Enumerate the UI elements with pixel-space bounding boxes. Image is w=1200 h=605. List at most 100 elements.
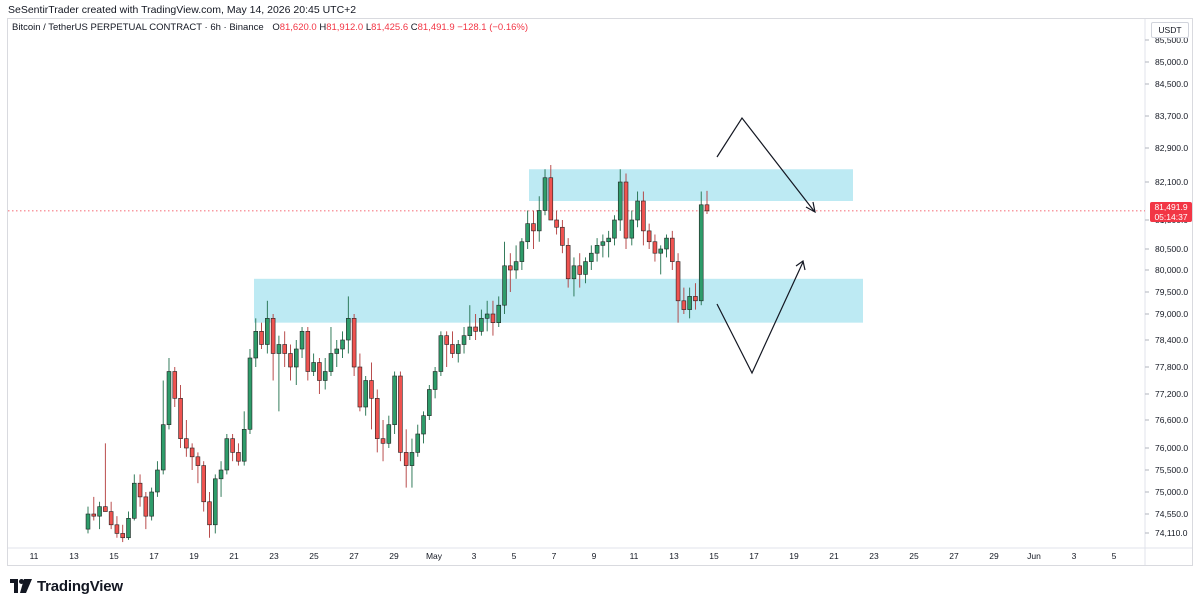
candle-body xyxy=(589,252,594,262)
candle-body xyxy=(184,438,189,449)
candle xyxy=(357,353,363,412)
candle-body xyxy=(467,326,473,336)
candle xyxy=(623,173,629,249)
candle-body xyxy=(374,398,380,439)
candle-body xyxy=(282,344,287,354)
candle-body xyxy=(687,296,692,310)
candle xyxy=(629,210,635,246)
candle xyxy=(450,331,455,358)
y-tick-label: 80,000.0 xyxy=(1155,265,1188,275)
candle xyxy=(681,287,687,314)
x-tick-label: 25 xyxy=(909,551,919,561)
candle-body xyxy=(554,219,559,228)
x-tick-label: 5 xyxy=(512,551,517,561)
candle-body xyxy=(560,226,565,246)
candle-body xyxy=(490,313,496,323)
candle xyxy=(207,492,212,538)
candle-body xyxy=(236,452,241,462)
candle-body xyxy=(224,438,230,471)
candle xyxy=(132,474,137,521)
candle xyxy=(617,169,623,231)
candle xyxy=(583,257,588,284)
support-zone xyxy=(254,278,863,323)
candle xyxy=(265,300,270,354)
candle xyxy=(120,524,125,543)
candle-body xyxy=(103,506,108,512)
candle-body xyxy=(508,265,513,271)
candle-body xyxy=(299,331,305,350)
candle xyxy=(536,196,542,242)
x-tick-label: 7 xyxy=(552,551,557,561)
candle xyxy=(91,496,97,521)
y-tick-label: 76,000.0 xyxy=(1155,443,1188,453)
candle-body xyxy=(334,348,340,354)
candle-body xyxy=(253,331,259,359)
candle-body xyxy=(432,371,438,390)
candle xyxy=(346,296,351,354)
candle xyxy=(305,327,311,381)
candle-body xyxy=(218,469,224,480)
candle-body xyxy=(392,375,397,425)
candle-body xyxy=(137,482,143,498)
x-tick-label: 21 xyxy=(229,551,239,561)
x-tick-label: 21 xyxy=(829,551,839,561)
candle-body xyxy=(160,424,166,471)
candle-body xyxy=(108,511,114,526)
candle-body xyxy=(519,241,525,262)
candle-body xyxy=(479,318,484,332)
candle xyxy=(589,245,594,270)
y-tick-label: 79,500.0 xyxy=(1155,287,1188,297)
candle-body xyxy=(276,344,282,354)
candle-body xyxy=(97,506,102,517)
bar-countdown: 05:14:37 xyxy=(1154,212,1188,222)
candle-body xyxy=(213,478,218,526)
x-tick-label: 15 xyxy=(709,551,719,561)
candle-body xyxy=(328,353,334,372)
change-value: −128.1 (−0.16%) xyxy=(457,22,529,33)
candle-body xyxy=(704,204,710,212)
candle-body xyxy=(473,326,478,332)
candle-body xyxy=(438,335,444,372)
candle-body xyxy=(536,210,542,232)
tradingview-logo[interactable]: TradingView xyxy=(10,576,123,596)
candle-body xyxy=(132,482,137,519)
candle-body xyxy=(646,230,652,243)
candle xyxy=(687,287,692,319)
y-tick-label: 85,500.0 xyxy=(1155,35,1188,45)
candle xyxy=(195,452,201,484)
y-tick-label: 82,100.0 xyxy=(1155,177,1188,187)
x-tick-label: 27 xyxy=(349,551,359,561)
candle-body xyxy=(652,241,658,254)
candle-body xyxy=(617,181,623,221)
x-tick-label: 13 xyxy=(669,551,679,561)
candle xyxy=(427,385,432,420)
candle xyxy=(560,220,565,254)
zone-layer xyxy=(254,169,863,323)
candle-body xyxy=(681,300,687,310)
candle xyxy=(438,331,444,376)
currency-selector[interactable]: USDT xyxy=(1151,22,1189,38)
candle xyxy=(698,191,704,306)
candle-body xyxy=(91,513,97,517)
candle-body xyxy=(670,237,675,262)
x-tick-label: 11 xyxy=(30,551,39,561)
candle-body xyxy=(623,181,629,239)
candle-body xyxy=(548,177,554,221)
candle xyxy=(247,349,253,434)
current-price-value: 81,491.9 xyxy=(1154,202,1188,212)
close-label: C xyxy=(410,22,418,33)
candle-body xyxy=(340,339,345,350)
candle xyxy=(201,461,206,512)
candle-body xyxy=(542,177,548,211)
candle-body xyxy=(513,261,519,271)
candle xyxy=(704,190,710,215)
candle xyxy=(432,367,438,399)
candle xyxy=(600,234,606,258)
y-tick-label: 80,500.0 xyxy=(1155,244,1188,254)
candle xyxy=(322,358,328,390)
candle xyxy=(421,411,426,444)
candle-body xyxy=(230,438,235,453)
candle xyxy=(236,443,241,466)
candle-body xyxy=(398,375,403,453)
